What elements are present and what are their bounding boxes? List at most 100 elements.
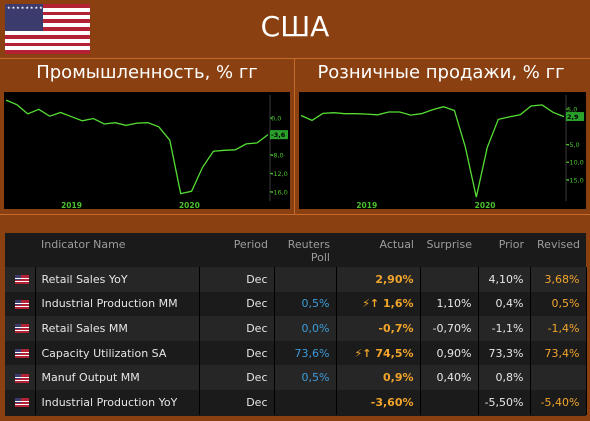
actual-cell: 2,90% (336, 267, 421, 292)
revised-cell: 0,5% (530, 291, 587, 317)
prior-cell: 73,3% (478, 340, 531, 366)
poll-cell: 73,6% (274, 340, 337, 366)
period-cell: Dec (199, 365, 275, 390)
period-cell: Dec (199, 316, 275, 341)
us-flag-icon (14, 275, 29, 285)
flag-cell (5, 340, 36, 366)
column-header-period[interactable]: Period (233, 238, 268, 251)
table-row[interactable]: Manuf Output MM Dec 0,5% 0,9% 0,40% 0,8% (5, 365, 587, 390)
y-tick-label: -16,0 (271, 188, 288, 196)
retail-chart-title: Розничные продажи, % гг (317, 62, 565, 83)
actual-cell: -3,60% (336, 389, 421, 415)
flag-cell (5, 389, 36, 415)
prior-cell: 0,4% (478, 291, 531, 317)
poll-value: 73,6% (294, 346, 330, 360)
period-cell: Dec (199, 340, 275, 366)
column-header-poll[interactable]: Reuters Poll (287, 238, 330, 264)
indicator-name: Retail Sales MM (35, 316, 200, 341)
actual-cell: ⚡↑ 74,5% (336, 340, 421, 366)
current-value-badge (566, 112, 584, 122)
indicator-name: Industrial Production MM (35, 291, 200, 317)
indicators-table: Indicator Name Period Reuters Poll Actua… (5, 233, 587, 416)
series-line (5, 99, 269, 195)
table-row[interactable]: Industrial Production MM Dec 0,5% ⚡↑ 1,6… (5, 291, 587, 317)
table-row[interactable]: Capacity Utilization SA Dec 73,6% ⚡↑ 74,… (5, 340, 587, 366)
current-value-label: -3,6 (271, 131, 286, 139)
y-tick-label: 0,0 (271, 115, 281, 123)
poll-cell: 0,0% (274, 316, 337, 341)
prior-cell: -1,1% (478, 316, 531, 341)
indicator-name: Capacity Utilization SA (35, 340, 200, 366)
surprise-cell (420, 389, 479, 415)
actual-value: -3,60% (370, 395, 414, 409)
flag-column-header (5, 233, 35, 267)
table-row[interactable]: Retail Sales YoY Dec 2,90% 4,10% 3,68% (5, 267, 587, 292)
poll-cell (274, 267, 337, 292)
column-header-indicator[interactable]: Indicator Name (41, 238, 126, 251)
us-flag-icon (14, 398, 29, 408)
indicator-name: Manuf Output MM (35, 365, 200, 390)
actual-value: 1,6% (382, 297, 414, 311)
table-row[interactable]: Industrial Production YoY Dec -3,60% -5,… (5, 389, 587, 415)
current-value-badge (270, 130, 288, 140)
y-tick-label: -5,0 (567, 141, 580, 149)
prior-cell: 0,8% (478, 365, 531, 390)
actual-cell: 0,9% (336, 365, 421, 390)
surprise-cell: 1,10% (420, 291, 479, 317)
revised-cell (530, 365, 587, 390)
us-flag-icon: ★★★★★★★★★★★★★★★★★★★★★★★★★★★★★★★★★★★★★★★★… (5, 4, 90, 54)
surprise-cell: 0,40% (420, 365, 479, 390)
table-header: Indicator Name Period Reuters Poll Actua… (5, 233, 586, 267)
us-flag-icon (14, 299, 29, 309)
revised-cell: -5,40% (530, 389, 587, 415)
us-flag-icon (14, 324, 29, 334)
period-cell: Dec (199, 291, 275, 317)
flag-cell (5, 316, 36, 341)
poll-cell: 0,5% (274, 291, 337, 317)
surprise-cell (420, 267, 479, 292)
retail-chart: 5,0 -5,0 -10,0 -15,0 2,9 2019 2020 (299, 92, 586, 209)
flag-cell (5, 267, 36, 292)
flag-cell (5, 291, 36, 317)
actual-value: -0,7% (378, 321, 414, 335)
actual-cell: -0,7% (336, 316, 421, 341)
prior-cell: -5,50% (478, 389, 531, 415)
poll-cell: 0,5% (274, 365, 337, 390)
surprise-cell: 0,90% (420, 340, 479, 366)
table-row[interactable]: Retail Sales MM Dec 0,0% -0,7% -0,70% -1… (5, 316, 587, 341)
x-tick-label: 2019 (356, 201, 377, 209)
poll-value: 0,5% (301, 297, 330, 311)
column-header-surprise[interactable]: Surprise (426, 238, 472, 251)
x-tick-label: 2019 (61, 201, 82, 209)
current-value-label: 2,9 (567, 113, 579, 121)
series-line (300, 104, 565, 198)
period-cell: Dec (199, 267, 275, 292)
surprise-flag-icon: ⚡↑ (354, 346, 372, 360)
y-tick-label: 5,0 (567, 106, 577, 114)
surprise-cell: -0,70% (420, 316, 479, 341)
poll-value: 0,5% (301, 371, 330, 385)
y-tick-label: -12,0 (271, 170, 288, 178)
y-tick-label: -8,0 (271, 151, 284, 159)
poll-value: 0,0% (301, 321, 330, 335)
prior-cell: 4,10% (478, 267, 531, 292)
surprise-flag-icon: ⚡↑ (362, 297, 380, 311)
revised-cell: 3,68% (530, 267, 587, 292)
country-title: США (260, 10, 330, 43)
indicator-name: Retail Sales YoY (35, 267, 200, 292)
actual-value: 0,9% (382, 371, 414, 385)
actual-value: 74,5% (375, 346, 414, 360)
period-cell: Dec (199, 389, 275, 415)
us-flag-icon (14, 349, 29, 359)
x-tick-label: 2020 (475, 201, 496, 209)
column-header-prior[interactable]: Prior (498, 238, 524, 251)
y-tick-label: -10,0 (567, 159, 584, 167)
column-header-revised[interactable]: Revised (537, 238, 580, 251)
actual-cell: ⚡↑ 1,6% (336, 291, 421, 317)
x-tick-label: 2020 (179, 201, 200, 209)
column-header-actual[interactable]: Actual (379, 238, 414, 251)
us-flag-icon (14, 373, 29, 383)
indicator-name: Industrial Production YoY (35, 389, 200, 415)
industry-chart-title: Промышленность, % гг (36, 62, 258, 83)
